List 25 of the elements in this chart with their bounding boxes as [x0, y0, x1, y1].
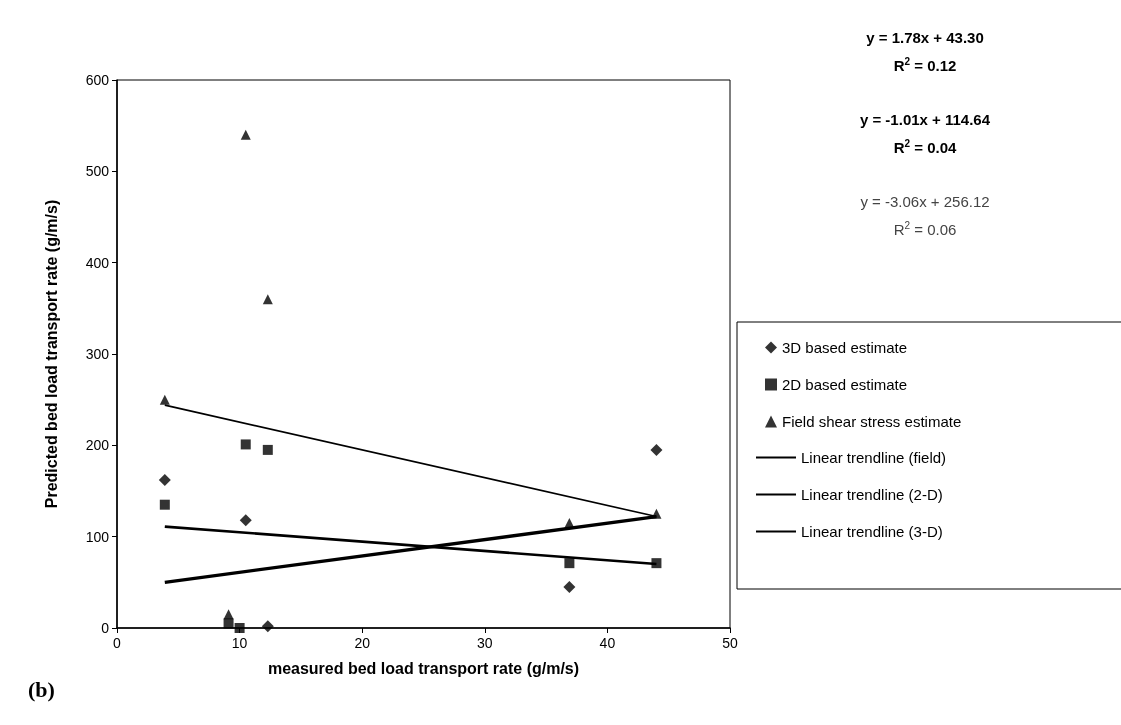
text: (b) — [28, 676, 55, 702]
x-tick-label: 40 — [599, 635, 616, 651]
y-tick-label: 0 — [101, 620, 110, 636]
y-tick-label: 600 — [85, 72, 110, 88]
y-axis-title: Predicted bed load transport rate (g/m/s) — [42, 199, 60, 509]
x-tick-label: 10 — [231, 635, 248, 651]
text: y = -1.01x + 114.64 — [859, 111, 991, 128]
x-tick-label: 50 — [722, 635, 738, 651]
legend-label: Field shear stress estimate — [782, 413, 962, 430]
y-tick-label: 500 — [85, 163, 110, 180]
y-tick-label: 100 — [85, 528, 110, 545]
legend-label: Linear trendline (3-D) — [801, 523, 943, 540]
y-tick-label: 400 — [85, 254, 110, 271]
x-tick-label: 20 — [354, 635, 371, 651]
text: y = 1.78x + 43.30 — [866, 29, 984, 46]
text: y = -3.06x + 256.12 — [860, 193, 990, 210]
x-tick-label: 0 — [113, 635, 122, 651]
x-tick-label: 30 — [477, 635, 493, 651]
legend-label: Linear trendline (field) — [801, 449, 947, 466]
x-axis-title: measured bed load transport rate (g/m/s) — [267, 659, 580, 677]
legend-label: Linear trendline (2-D) — [801, 486, 943, 503]
legend-label: 3D based estimate — [782, 339, 908, 356]
y-tick-label: 300 — [85, 346, 110, 362]
y-tick-label: 200 — [85, 437, 110, 454]
legend-label: 2D based estimate — [782, 376, 908, 393]
